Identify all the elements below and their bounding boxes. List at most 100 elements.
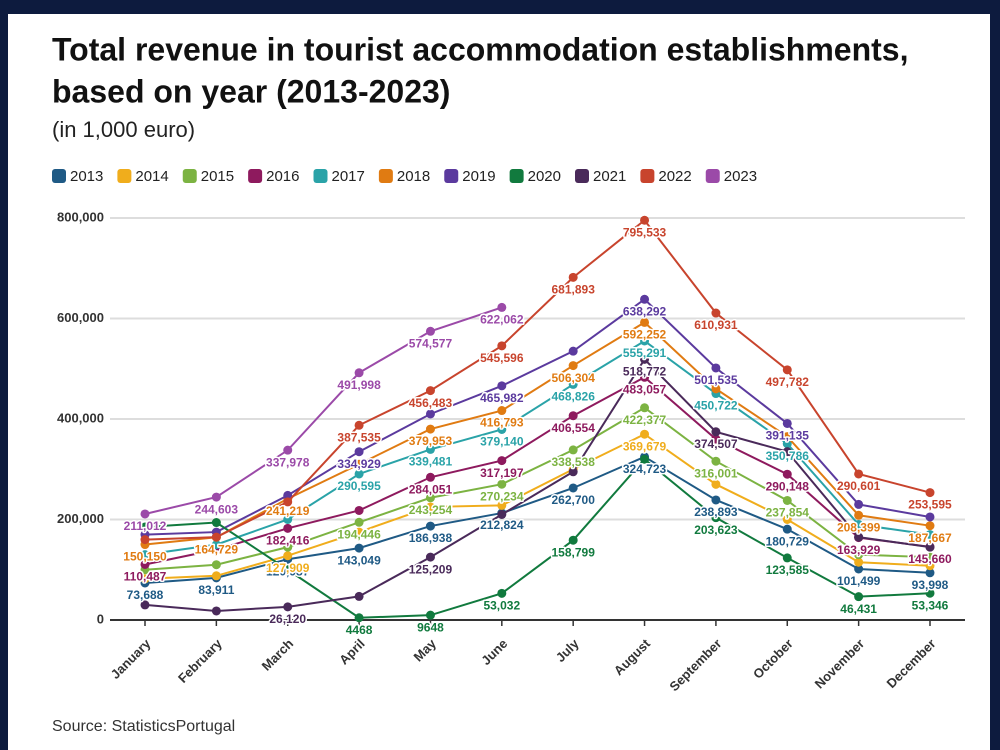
legend-swatch (444, 169, 459, 183)
data-point (425, 326, 435, 336)
data-label: 545,596 (480, 351, 524, 365)
data-point (854, 557, 864, 567)
data-point (425, 552, 435, 562)
data-label: 208,399 (837, 520, 881, 534)
card (8, 14, 990, 750)
data-point (568, 483, 578, 493)
legend-swatch (378, 169, 393, 183)
data-point (354, 613, 364, 623)
data-label: 483,057 (623, 382, 667, 396)
data-label: 26,120 (269, 612, 306, 626)
legend-label: 2022 (658, 168, 691, 185)
data-label: 253,595 (908, 498, 952, 512)
data-label: 406,554 (551, 421, 595, 435)
chart-title-line2: based on year (2013-2023) (52, 73, 450, 109)
legend-swatch (575, 169, 589, 183)
data-label: 422,377 (623, 413, 667, 427)
data-point (640, 294, 650, 304)
legend-label: 2015 (201, 168, 234, 185)
series-line (144, 357, 931, 612)
y-tick-label: 200,000 (57, 511, 104, 526)
data-label: 638,292 (623, 304, 667, 318)
legend-label: 2023 (724, 168, 757, 185)
data-label: 150,150 (123, 550, 167, 564)
data-label: 506,304 (551, 371, 595, 385)
data-label: 497,782 (766, 375, 810, 389)
chart-subtitle: (in 1,000 euro) (52, 117, 195, 142)
data-point (283, 565, 293, 575)
data-label: 243,254 (409, 503, 453, 517)
data-point (140, 522, 150, 532)
data-point (283, 515, 293, 524)
data-point (140, 600, 150, 610)
data-point (283, 551, 293, 561)
legend-label: 2017 (332, 168, 365, 185)
data-label: 238,893 (694, 505, 738, 519)
data-point (640, 215, 650, 225)
data-point (211, 571, 221, 581)
data-label: 203,623 (694, 523, 738, 537)
data-label: 518,772 (623, 364, 667, 378)
data-label: 610,931 (694, 318, 738, 332)
legend-swatch (117, 169, 132, 183)
y-tick-label: 600,000 (57, 310, 104, 325)
data-point (283, 523, 293, 533)
data-label: 316,001 (694, 466, 738, 480)
data-point (711, 495, 721, 505)
data-label: 164,729 (195, 542, 239, 556)
chart-title: Total revenue in tourist accommodation e… (52, 31, 908, 67)
data-point (211, 560, 221, 570)
data-point (211, 532, 221, 542)
data-point (711, 384, 721, 394)
series-line (144, 376, 931, 566)
data-label: 465,982 (480, 391, 524, 405)
data-point (925, 568, 935, 578)
data-point (354, 459, 364, 469)
data-point (140, 574, 150, 584)
y-tick-label: 800,000 (57, 209, 104, 224)
data-label: 53,032 (483, 599, 520, 613)
data-point (854, 550, 864, 560)
data-point (140, 550, 150, 560)
data-label: 501,535 (694, 373, 738, 387)
data-point (283, 445, 293, 455)
data-point (640, 354, 650, 364)
data-label: 123,585 (766, 563, 810, 577)
data-point (782, 447, 792, 457)
data-label: 83,911 (198, 583, 234, 597)
data-label: 186,938 (409, 531, 453, 545)
y-tick-label: 400,000 (57, 410, 104, 425)
data-point (711, 308, 721, 318)
data-label: 163,929 (837, 543, 881, 557)
data-point (211, 606, 221, 616)
data-point (497, 406, 507, 416)
data-point (782, 524, 792, 534)
data-label: 468,826 (551, 390, 595, 404)
y-tick-label: 0 (97, 611, 104, 626)
data-point (497, 424, 507, 434)
data-label: 338,538 (551, 455, 595, 469)
legend-label: 2016 (266, 168, 299, 185)
legend-label: 2019 (462, 168, 495, 185)
data-point (283, 602, 293, 612)
data-point (782, 439, 792, 449)
data-point (497, 381, 507, 391)
data-point (354, 517, 364, 527)
data-point (640, 429, 650, 439)
data-label: 574,577 (409, 336, 453, 350)
data-label: 317,197 (480, 466, 524, 480)
legend-label: 2020 (528, 168, 561, 185)
data-point (354, 505, 364, 515)
source: Source: StatisticsPortugal (52, 718, 235, 735)
data-point (782, 495, 792, 505)
series-line (144, 306, 503, 515)
data-point (354, 420, 364, 430)
data-label: 622,062 (480, 313, 524, 327)
data-point (140, 535, 150, 545)
data-label: 127,909 (266, 561, 310, 575)
data-label: 143,049 (337, 553, 381, 567)
data-point (568, 411, 578, 421)
data-label: 324,723 (623, 462, 667, 476)
data-point (640, 336, 650, 346)
data-point (854, 532, 864, 542)
